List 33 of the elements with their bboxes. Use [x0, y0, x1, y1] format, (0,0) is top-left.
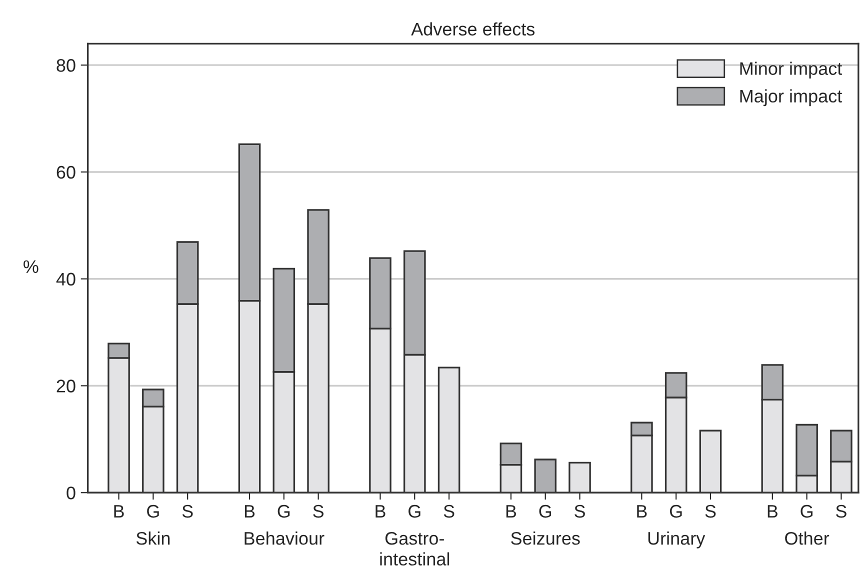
x-tick-label: B: [376, 505, 386, 518]
x-tick-label: B: [768, 505, 778, 518]
x-tick-label: G: [278, 504, 290, 518]
legend-label: Minor impact: [740, 62, 842, 79]
text: Skin: [136, 532, 170, 545]
y-tick-label: 60: [56, 166, 76, 179]
x-tick-label: B: [244, 505, 255, 518]
text: Other: [785, 532, 830, 545]
legend-label: Major impact: [740, 89, 842, 106]
x-tick-label: S: [705, 504, 716, 518]
x-tick-label: S: [836, 504, 846, 518]
y-tick-label: 20: [56, 380, 76, 392]
x-tick-label: G: [408, 504, 420, 518]
x-tick-label: G: [670, 504, 682, 518]
x-tick-label: G: [539, 504, 552, 518]
y-tick-label: 0: [66, 486, 76, 500]
y-tick-label: 40: [56, 272, 76, 286]
text: Seizures: [511, 532, 580, 545]
x-tick-label: S: [444, 504, 454, 518]
text: Gastro- intestinal: [380, 532, 450, 566]
x-tick-label: S: [574, 504, 585, 518]
x-tick-label: G: [147, 504, 159, 518]
x-tick-label: B: [114, 505, 124, 518]
text: Urinary: [648, 532, 706, 548]
y-tick-label: 80: [56, 59, 76, 72]
x-tick-label: B: [506, 505, 516, 518]
x-tick-label: S: [182, 504, 193, 518]
y-axis-title: %: [24, 260, 38, 273]
text: Behaviour: [244, 532, 324, 545]
x-tick-label: G: [800, 504, 812, 518]
x-tick-label: B: [637, 505, 647, 518]
chart-title: Adverse effects: [411, 22, 535, 36]
x-tick-label: S: [313, 504, 324, 518]
